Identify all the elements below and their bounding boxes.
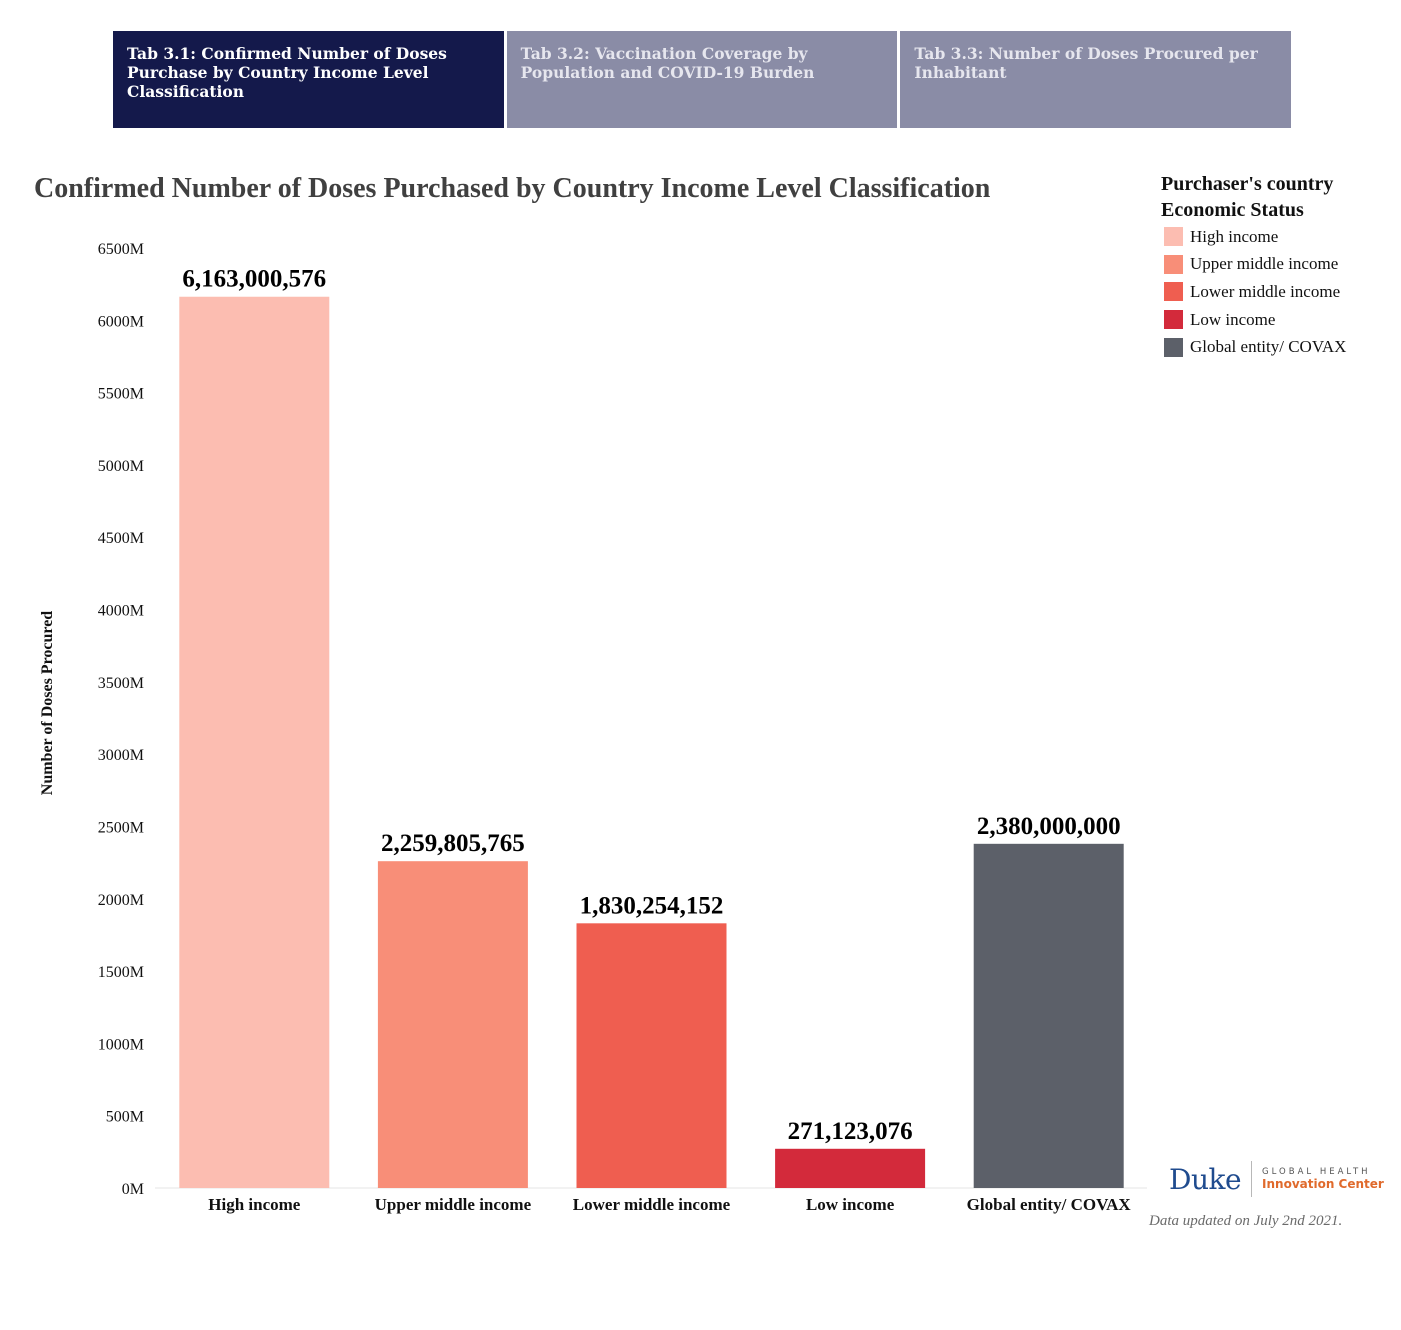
legend-item: Global entity/ COVAX: [1161, 333, 1361, 361]
y-tick-label: 3500M: [98, 675, 144, 692]
y-tick-label: 1000M: [98, 1036, 144, 1053]
bar: [973, 843, 1124, 1188]
y-tick-label: 1500M: [98, 964, 144, 981]
legend-items: High income Upper middle income Lower midd…: [1161, 223, 1361, 361]
logo-innovation-center: Innovation Center: [1262, 1177, 1384, 1191]
legend-item: Lower middle income: [1161, 278, 1361, 306]
x-tick-label: Global entity/ COVAX: [967, 1195, 1132, 1214]
x-axis-ticks: High income Upper middle income Lower midd…: [208, 1195, 1131, 1214]
legend-item: Upper middle income: [1161, 251, 1361, 279]
y-tick-label: 6000M: [98, 313, 144, 330]
legend-swatch: [1164, 227, 1183, 247]
bar: [377, 861, 528, 1188]
x-tick-label: Low income: [806, 1195, 895, 1214]
logo-text: GLOBAL HEALTH Innovation Center: [1262, 1167, 1384, 1191]
logo-global-health: GLOBAL HEALTH: [1262, 1167, 1371, 1177]
legend: Purchaser's country Economic Status High…: [1161, 171, 1361, 361]
bar: [179, 296, 330, 1188]
y-tick-label: 5000M: [98, 458, 144, 475]
legend-label: Upper middle income: [1190, 254, 1339, 274]
tab-vaccination-coverage[interactable]: Tab 3.2: Vaccination Coverage by Populat…: [503, 31, 898, 128]
y-tick-label: 0M: [122, 1181, 144, 1198]
legend-item: High income: [1161, 223, 1361, 251]
bar-value-label: 1,830,254,152: [580, 892, 724, 919]
bars: [179, 296, 1124, 1188]
x-tick-label: Upper middle income: [375, 1195, 532, 1214]
bar-value-label: 2,259,805,765: [381, 830, 525, 857]
y-tick-label: 3000M: [98, 747, 144, 764]
legend-swatch: [1164, 337, 1183, 357]
y-tick-label: 2000M: [98, 892, 144, 909]
y-axis-ticks: 0M 500M 1000M 1500M 2000M 2500M 3000M 3500M 4000…: [98, 241, 144, 1198]
y-tick-label: 500M: [106, 1109, 144, 1126]
chart-title: Confirmed Number of Doses Purchased by C…: [34, 173, 991, 204]
y-tick-label: 4000M: [98, 603, 144, 620]
legend-swatch: [1164, 254, 1183, 274]
y-tick-label: 4500M: [98, 530, 144, 547]
legend-swatch: [1164, 310, 1183, 330]
x-tick-label: High income: [208, 1195, 301, 1214]
tab-doses-per-inhabitant[interactable]: Tab 3.3: Number of Doses Procured per In…: [897, 31, 1292, 128]
data-updated-note: Data updated on July 2nd 2021.: [1149, 1213, 1343, 1229]
duke-logo: Duke GLOBAL HEALTH Innovation Center: [1169, 1161, 1384, 1197]
bar-chart: 0M 500M 1000M 1500M 2000M 2500M 3000M 3500M 4000…: [98, 241, 1147, 1214]
bar-value-label: 271,123,076: [788, 1118, 913, 1145]
y-tick-label: 6500M: [98, 241, 144, 258]
legend-label: High income: [1190, 226, 1279, 246]
legend-item: Low income: [1161, 306, 1361, 334]
y-tick-label: 2500M: [98, 819, 144, 836]
legend-swatch: [1164, 282, 1183, 302]
bar: [576, 923, 727, 1188]
x-tick-label: Lower middle income: [573, 1195, 731, 1214]
legend-label: Low income: [1190, 309, 1276, 329]
value-labels: 6,163,000,576 2,259,805,765 1,830,254,152 2…: [182, 266, 1120, 1145]
logo-duke-wordmark: Duke: [1169, 1162, 1242, 1196]
logo-divider: [1251, 1161, 1253, 1197]
tab-confirmed-doses[interactable]: Tab 3.1: Confirmed Number of Doses Purch…: [113, 31, 504, 128]
y-tick-label: 5500M: [98, 386, 144, 403]
legend-label: Global entity/ COVAX: [1190, 337, 1347, 357]
legend-label: Lower middle income: [1190, 281, 1341, 301]
bar-value-label: 2,380,000,000: [977, 813, 1121, 840]
legend-title: Purchaser's country Economic Status: [1161, 173, 1334, 221]
bar-value-label: 6,163,000,576: [182, 266, 326, 293]
bar: [775, 1148, 926, 1188]
tab-bar: Tab 3.1: Confirmed Number of Doses Purch…: [113, 31, 1292, 128]
